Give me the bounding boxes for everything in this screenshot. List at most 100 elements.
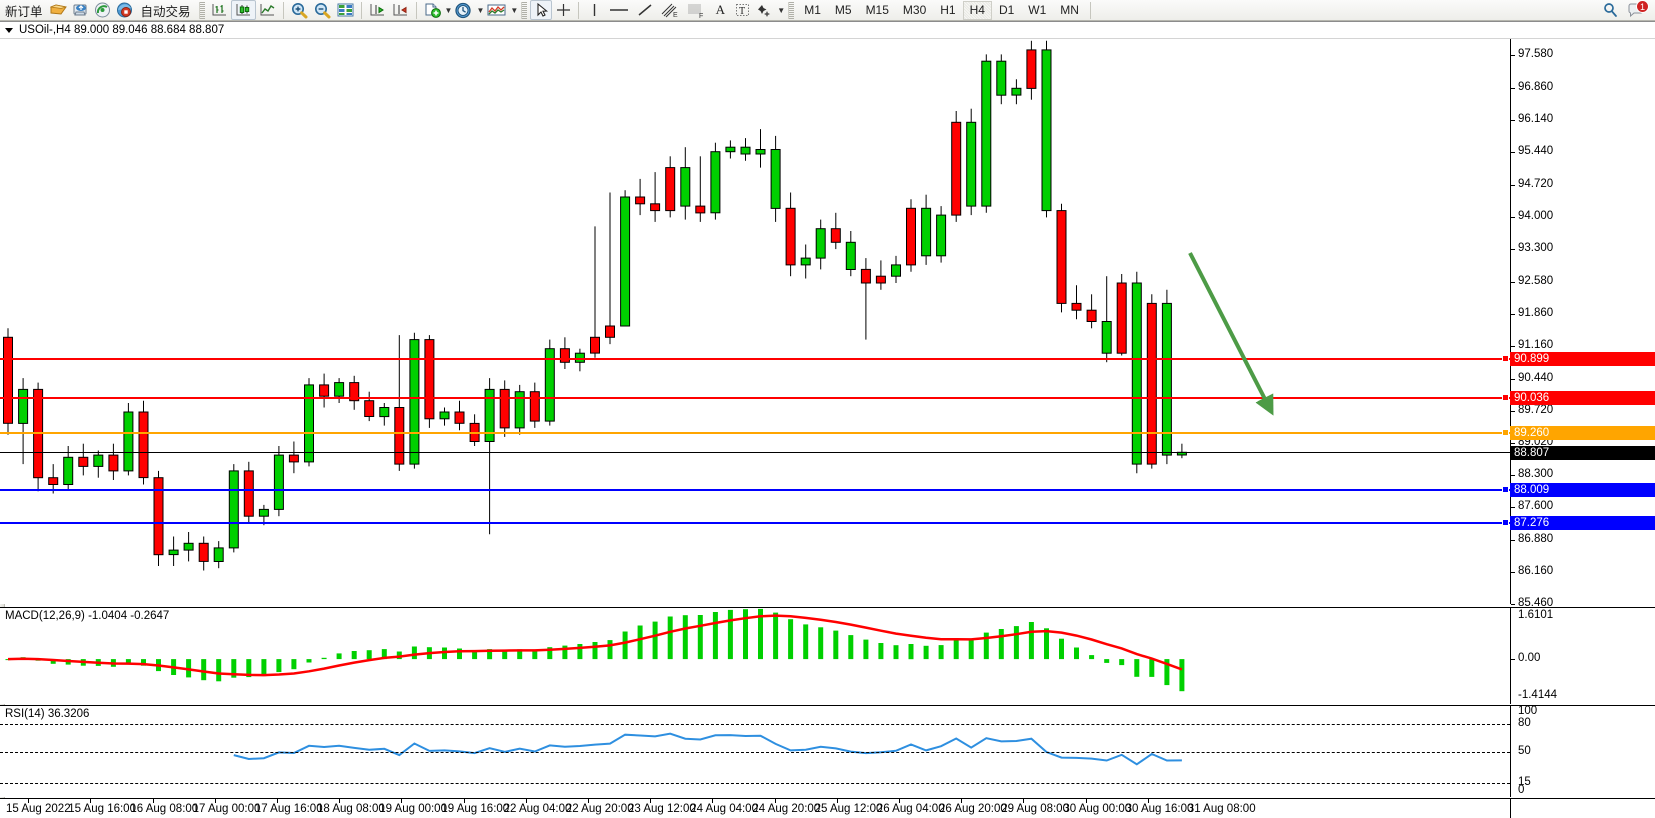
time-axis-tick — [28, 799, 30, 803]
zoom-in-icon[interactable] — [288, 0, 311, 20]
price-level-line-resistance[interactable] — [0, 396, 1510, 399]
price-level-handle[interactable] — [1502, 518, 1509, 526]
price-axis-label: 90.440 — [1518, 371, 1554, 384]
price-level-line-support[interactable] — [0, 521, 1510, 524]
time-axis-tick — [152, 799, 154, 803]
price-axis-label: 92.580 — [1518, 274, 1554, 287]
timeframe-m1[interactable]: M1 — [804, 2, 821, 17]
line-chart-icon[interactable] — [256, 0, 279, 20]
time-axis-tick — [712, 799, 714, 803]
chart-menu-caret-icon[interactable] — [5, 27, 13, 33]
toolbar-grip-3[interactable] — [788, 1, 795, 19]
price-level-handle[interactable] — [1502, 354, 1509, 362]
tile-windows-icon[interactable] — [334, 0, 357, 20]
chart-shift-icon[interactable] — [366, 0, 389, 20]
timeframe-d1[interactable]: D1 — [998, 2, 1015, 17]
bar-chart-icon[interactable] — [208, 0, 231, 20]
timeframe-m30[interactable]: M30 — [902, 2, 927, 17]
autotrading-icon[interactable] — [114, 0, 136, 20]
timeframe-w1[interactable]: W1 — [1028, 2, 1047, 17]
text-icon[interactable]: A — [715, 2, 725, 17]
crosshair-icon[interactable] — [552, 0, 574, 20]
rsi-axis-label: 0 — [1518, 784, 1525, 796]
rsi-plot-area[interactable] — [0, 706, 1510, 797]
price-level-tag: 87.276 — [1510, 515, 1655, 530]
search-icon[interactable] — [1599, 0, 1621, 20]
timeframe-mn[interactable]: MN — [1060, 2, 1079, 17]
price-level-tag: 90.036 — [1510, 390, 1655, 405]
auto-scroll-icon[interactable] — [389, 0, 412, 20]
shapes-icon[interactable] — [753, 0, 776, 20]
equidistant-channel-icon[interactable]: E — [657, 0, 683, 20]
rsi-level-line — [0, 724, 1510, 726]
price-pane[interactable]: 97.580 96.860 96.140 95.440 94.720 94.000 93.3… — [0, 39, 1655, 609]
toolbar-grip-2[interactable] — [521, 1, 528, 19]
time-axis-labels: 15 Aug 2022 15 Aug 16:00 16 Aug 08:00 17 Au… — [0, 799, 1510, 818]
time-axis-tick — [525, 799, 527, 803]
time-axis[interactable]: 15 Aug 2022 15 Aug 16:00 16 Aug 08:00 17 Au… — [0, 798, 1655, 818]
macd-plot-area[interactable] — [0, 608, 1510, 704]
new-chart-dropdown-caret[interactable]: ▼ — [444, 5, 453, 15]
time-axis-tick — [339, 799, 341, 803]
autotrading-button[interactable]: 自动交易 — [140, 3, 191, 19]
time-axis-tick — [401, 799, 403, 803]
timeframe-m5[interactable]: M5 — [834, 2, 852, 17]
horizontal-line-icon[interactable] — [605, 0, 633, 20]
macd-pane[interactable]: MACD(12,26,9) -1.0404 -0.2647 1.6101 0.00… — [0, 607, 1655, 704]
period-clock-icon[interactable] — [452, 0, 475, 20]
zoom-out-icon[interactable] — [311, 0, 334, 20]
price-level-line-support[interactable] — [0, 488, 1510, 491]
price-axis-tick — [1511, 507, 1515, 509]
cursor-icon[interactable] — [530, 0, 553, 20]
cloud-upload-icon[interactable] — [70, 0, 92, 20]
price-level-handle[interactable] — [1502, 485, 1509, 493]
new-order-button[interactable]: 新订单 — [5, 3, 43, 19]
price-axis-tick — [1511, 572, 1515, 574]
time-axis-label: 26 Aug 04:00 — [876, 803, 945, 815]
indicators-icon[interactable] — [484, 0, 509, 20]
period-dropdown-caret[interactable]: ▼ — [476, 5, 485, 15]
price-level-handle[interactable] — [1502, 393, 1509, 401]
price-level-line-last-price[interactable] — [0, 452, 1510, 454]
price-plot-area[interactable] — [0, 39, 1510, 604]
chat-icon[interactable]: 1 — [1625, 0, 1649, 20]
time-axis-label: 17 Aug 00:00 — [192, 803, 261, 815]
time-axis-label: 24 Aug 04:00 — [690, 803, 758, 815]
vertical-line-icon[interactable] — [583, 0, 605, 20]
price-axis-label: 97.580 — [1518, 48, 1554, 61]
folder-icon[interactable] — [48, 0, 70, 20]
price-axis-label: 88.300 — [1518, 468, 1554, 481]
price-level-line-pivot[interactable] — [0, 431, 1510, 434]
trendline-icon[interactable] — [633, 0, 657, 20]
time-axis-label: 22 Aug 04:00 — [503, 803, 572, 815]
price-axis-tick — [1511, 249, 1515, 251]
rsi-level-line — [0, 783, 1510, 785]
price-level-tag: 90.899 — [1510, 351, 1655, 366]
rsi-pane[interactable]: RSI(14) 36.3206 100 80 50 15 0 — [0, 705, 1655, 797]
text-label-icon[interactable]: T — [731, 0, 753, 20]
price-axis-tick — [1511, 539, 1515, 541]
candlestick-chart-icon[interactable] — [230, 0, 256, 20]
price-axis-label: 91.860 — [1518, 307, 1554, 320]
macd-axis-label: 0.00 — [1518, 652, 1541, 665]
price-axis[interactable]: 97.580 96.860 96.140 95.440 94.720 94.000 93.3… — [1510, 39, 1655, 609]
indicators-dropdown-caret[interactable]: ▼ — [510, 5, 519, 15]
time-axis-tick — [90, 799, 92, 803]
timeframe-h4[interactable]: H4 — [962, 0, 992, 20]
fibonacci-icon[interactable]: F — [683, 0, 709, 20]
price-axis-label: 94.720 — [1518, 177, 1554, 190]
price-level-handle[interactable] — [1502, 428, 1509, 436]
price-level-line-resistance[interactable] — [0, 357, 1510, 360]
macd-axis-label: 1.6101 — [1518, 609, 1554, 621]
new-chart-icon[interactable] — [421, 0, 444, 20]
toolbar-grip-1[interactable] — [198, 1, 205, 19]
price-axis-tick — [1511, 314, 1515, 316]
signals-icon[interactable] — [92, 0, 114, 20]
shapes-dropdown-caret[interactable]: ▼ — [777, 5, 786, 15]
time-axis-tick — [1023, 799, 1025, 803]
time-axis-label: 29 Aug 08:00 — [1001, 803, 1069, 815]
timeframe-m15[interactable]: M15 — [865, 2, 889, 17]
timeframe-h1[interactable]: H1 — [940, 2, 956, 17]
time-axis-label: 18 Aug 08:00 — [317, 803, 385, 815]
time-axis-tick — [961, 799, 963, 803]
